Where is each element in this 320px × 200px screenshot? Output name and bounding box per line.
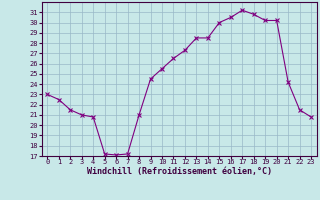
- X-axis label: Windchill (Refroidissement éolien,°C): Windchill (Refroidissement éolien,°C): [87, 167, 272, 176]
